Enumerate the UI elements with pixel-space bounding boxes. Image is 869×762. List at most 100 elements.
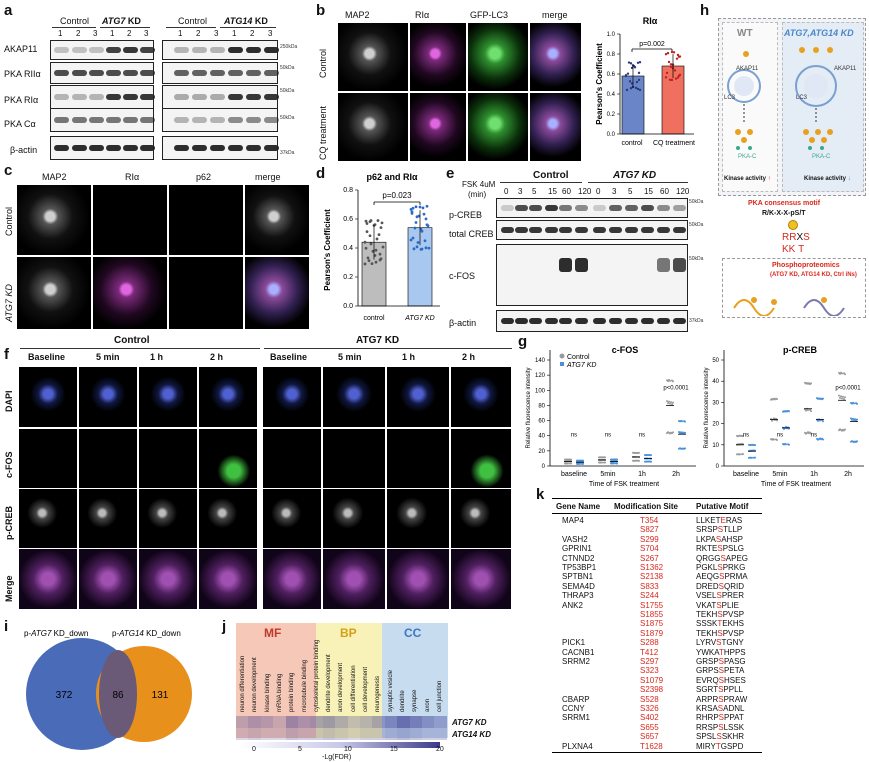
e-mw-4: 37kDa [689, 318, 704, 324]
g-point [613, 458, 615, 461]
h-peptides [733, 297, 845, 316]
f-time: Baseline [270, 352, 308, 362]
i-label1: p-ATG7 KD_down [24, 629, 88, 638]
a-lane-num: 3 [144, 29, 149, 38]
k-site: S244 [640, 591, 659, 601]
g-point [598, 461, 600, 464]
d-point [369, 242, 373, 246]
e-time: 60 [660, 187, 669, 196]
k-site: S528 [640, 694, 659, 704]
k-motif: KRSASADNL [696, 704, 745, 713]
j-cell [360, 728, 373, 740]
a-band [210, 47, 225, 53]
d-point [368, 234, 372, 238]
g-point [783, 410, 785, 413]
b-point [637, 78, 641, 82]
j-term: axon [424, 698, 431, 712]
k-motif: TEKHSPVSP [696, 610, 745, 619]
g-ytick: 0 [542, 464, 546, 470]
e-row-actin: β-actin [449, 318, 477, 328]
a-band [89, 117, 104, 123]
g-point [787, 409, 789, 412]
g-point [805, 382, 807, 385]
a-row-ria: PKA RIα [4, 95, 39, 105]
e-band [575, 318, 588, 324]
i-left: 372 [56, 690, 73, 701]
g-point [580, 459, 582, 462]
c-col-merge: merge [255, 172, 281, 182]
b-point [677, 55, 681, 58]
d-point [369, 219, 373, 222]
k-motif: EVRQSHSES [696, 675, 746, 685]
b-ytick: 0.8 [607, 52, 616, 58]
f-control: Control [114, 335, 150, 346]
k-gene: CBARP [562, 694, 590, 704]
b-point [676, 76, 680, 79]
g-point [820, 438, 822, 441]
d-point [411, 236, 415, 240]
j-cell [322, 716, 336, 728]
d-point [380, 221, 384, 225]
k-motif: VSELSPRER [696, 591, 745, 601]
k-site: S323 [640, 666, 659, 676]
j-cell [397, 716, 410, 728]
k-site: S299 [640, 534, 659, 544]
e-band [575, 258, 588, 272]
i-mid: 86 [112, 690, 124, 701]
j-cell [422, 716, 435, 728]
b-point [668, 78, 672, 81]
k-site: S267 [640, 553, 659, 563]
f-image [198, 366, 258, 428]
f-image [138, 488, 198, 550]
a-band [89, 94, 104, 100]
k-gene: THRAP3 [562, 591, 594, 601]
g-point [671, 403, 673, 406]
g-xcat: 1h [638, 471, 646, 478]
d-ylabel: Pearson's Coefficient [323, 209, 332, 291]
g-sig: ns [777, 432, 783, 438]
g-sig: ns [811, 432, 817, 438]
k-site: S704 [640, 544, 659, 554]
e-time: 0 [504, 187, 509, 196]
d-point [364, 246, 368, 250]
f-image [262, 548, 322, 610]
j-cell [335, 728, 348, 740]
g-point [842, 395, 844, 398]
k-motif: QRGGSAPEG [696, 553, 749, 563]
g-point [748, 456, 750, 459]
g-point [683, 420, 685, 423]
j-cell [248, 728, 261, 740]
d-point [363, 240, 367, 244]
b-point [674, 77, 678, 80]
b-point [636, 61, 640, 64]
g-point [670, 431, 672, 434]
b-img-lc3-ctrl [467, 22, 529, 92]
d-point [414, 221, 418, 224]
d-point [409, 238, 413, 242]
j-cell [384, 716, 398, 728]
f-image [450, 366, 512, 428]
d-point [418, 205, 422, 209]
g-point [667, 402, 669, 405]
g-ytick: 120 [535, 373, 546, 379]
g-legend-control: Control [567, 354, 590, 361]
f-time: 1 h [402, 352, 416, 362]
g-point [679, 432, 681, 435]
d-point [375, 237, 379, 241]
j-cell [310, 728, 323, 740]
d-point [413, 226, 417, 230]
panel-label-f: f [4, 346, 9, 363]
b-img-ria-ctrl [409, 22, 467, 92]
i-label2: p-ATG14 KD_down [112, 629, 181, 638]
g-point [753, 456, 755, 459]
g-point [843, 397, 845, 400]
b-xcat-control: control [621, 140, 642, 147]
e-band [559, 258, 572, 272]
a-band [123, 47, 138, 53]
a-band [174, 94, 189, 100]
g-pcreb-xlabel: Time of FSK treatment [761, 481, 831, 488]
g-point [771, 419, 773, 422]
e-band [625, 205, 638, 211]
k-motif: TEKHSPVSP [696, 628, 745, 638]
d-xcat-control: control [363, 315, 384, 322]
